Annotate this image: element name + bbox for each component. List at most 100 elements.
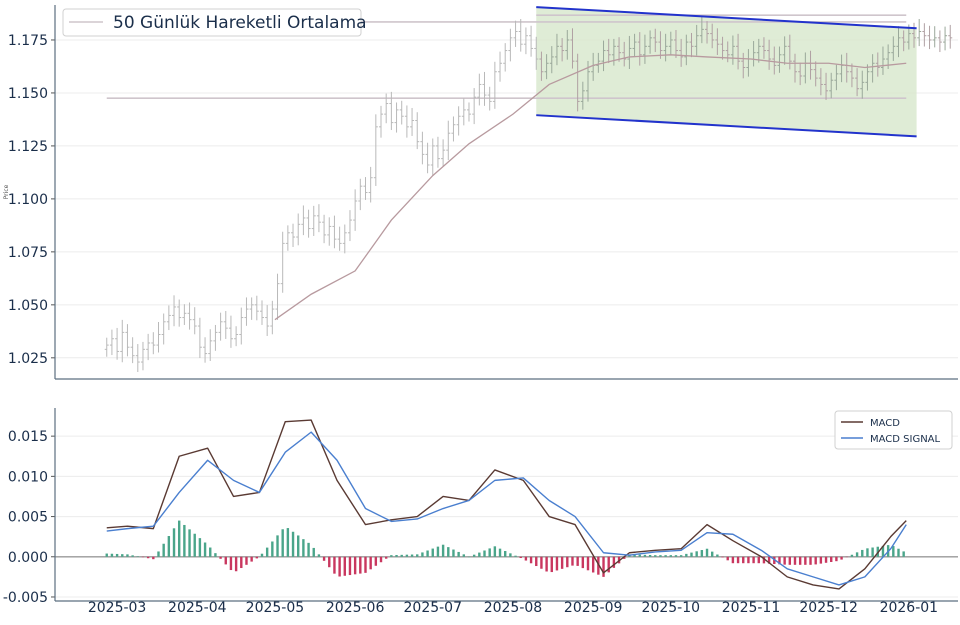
histogram-bar <box>499 549 501 557</box>
histogram-bar <box>452 550 454 557</box>
x-tick-label: 2025-12 <box>799 600 858 616</box>
histogram-bar <box>390 555 392 557</box>
histogram-bar <box>685 554 687 557</box>
histogram-bar <box>219 557 221 559</box>
histogram-bar <box>162 544 164 557</box>
histogram-bar <box>851 555 853 557</box>
histogram-bar <box>804 557 806 565</box>
histogram-bar <box>359 557 361 574</box>
histogram-bar <box>576 557 578 566</box>
histogram-bar <box>732 557 734 563</box>
price-ytick-label: 1.100 <box>8 192 48 208</box>
histogram-bar <box>892 546 894 557</box>
histogram-bar <box>820 557 822 564</box>
histogram-bar <box>902 551 904 556</box>
histogram-bar <box>157 551 159 556</box>
macd-ytick-label: -0.005 <box>3 590 48 606</box>
histogram-bar <box>121 554 123 557</box>
x-tick-label: 2025-04 <box>168 600 227 616</box>
histogram-bar <box>235 557 237 571</box>
price-ytick-label: 1.075 <box>8 245 48 261</box>
histogram-bar <box>556 557 558 571</box>
histogram-bar <box>173 528 175 556</box>
histogram-bar <box>401 555 403 557</box>
histogram-bar <box>463 554 465 556</box>
histogram-bar <box>649 555 651 557</box>
histogram-bar <box>799 557 801 565</box>
histogram-bar <box>566 557 568 567</box>
histogram-bar <box>297 535 299 556</box>
histogram-bar <box>897 549 899 557</box>
x-tick-label: 2025-10 <box>642 600 701 616</box>
price-ytick-label: 1.150 <box>8 86 48 102</box>
histogram-bar <box>147 557 149 558</box>
histogram-bar <box>261 554 263 557</box>
histogram-bar <box>737 557 739 563</box>
histogram-bar <box>245 557 247 565</box>
histogram-bar <box>328 557 330 567</box>
histogram-bar <box>592 557 594 573</box>
histogram-bar <box>871 548 873 557</box>
histogram-bar <box>457 552 459 557</box>
histogram-bar <box>421 552 423 556</box>
price-ylabel: Price <box>3 184 10 199</box>
histogram-bar <box>654 555 656 557</box>
histogram-bar <box>468 557 470 558</box>
histogram-bar <box>344 557 346 576</box>
histogram-bar <box>323 557 325 561</box>
histogram-bar <box>535 557 537 566</box>
histogram-bar <box>830 557 832 562</box>
histogram-bar <box>473 555 475 557</box>
histogram-bar <box>333 557 335 574</box>
histogram-bar <box>354 557 356 575</box>
histogram-bar <box>204 543 206 557</box>
histogram-bar <box>695 551 697 556</box>
histogram-bar <box>271 541 273 556</box>
histogram-bar <box>488 548 490 556</box>
histogram-bar <box>639 555 641 557</box>
histogram-bar <box>225 557 227 565</box>
histogram-bar <box>582 557 584 568</box>
histogram-bar <box>338 557 340 577</box>
histogram-bar <box>783 557 785 565</box>
histogram-bar <box>214 553 216 557</box>
price-ytick-label: 1.175 <box>8 33 48 49</box>
histogram-bar <box>266 548 268 557</box>
histogram-bar <box>411 555 413 557</box>
histogram-bar <box>514 556 516 557</box>
histogram-bar <box>375 557 377 566</box>
x-tick-label: 2025-06 <box>326 600 385 616</box>
histogram-bar <box>209 548 211 557</box>
histogram-bar <box>168 536 170 557</box>
histogram-bar <box>188 529 190 556</box>
histogram-bar <box>561 557 563 569</box>
histogram-bar <box>416 554 418 556</box>
histogram-bar <box>494 546 496 556</box>
histogram-bar <box>840 557 842 560</box>
histogram-bar <box>716 555 718 557</box>
histogram-bar <box>504 551 506 557</box>
histogram-bar <box>794 557 796 565</box>
histogram-bar <box>814 557 816 565</box>
histogram-bar <box>644 555 646 557</box>
price-ytick-label: 1.050 <box>8 298 48 314</box>
histogram-bar <box>587 557 589 571</box>
histogram-bar <box>680 555 682 557</box>
histogram-bar <box>292 532 294 557</box>
x-tick-label: 2025-03 <box>88 600 147 616</box>
histogram-bar <box>256 557 258 559</box>
histogram-bar <box>856 552 858 556</box>
histogram-bar <box>520 557 522 558</box>
histogram-bar <box>742 557 744 563</box>
histogram-bar <box>866 548 868 556</box>
histogram-bar <box>126 554 128 556</box>
histogram-bar <box>302 539 304 557</box>
histogram-bar <box>602 557 604 577</box>
histogram-bar <box>313 548 315 557</box>
histogram-bar <box>530 557 532 564</box>
histogram-bar <box>659 555 661 557</box>
histogram-bar <box>711 552 713 557</box>
histogram-bar <box>432 549 434 557</box>
